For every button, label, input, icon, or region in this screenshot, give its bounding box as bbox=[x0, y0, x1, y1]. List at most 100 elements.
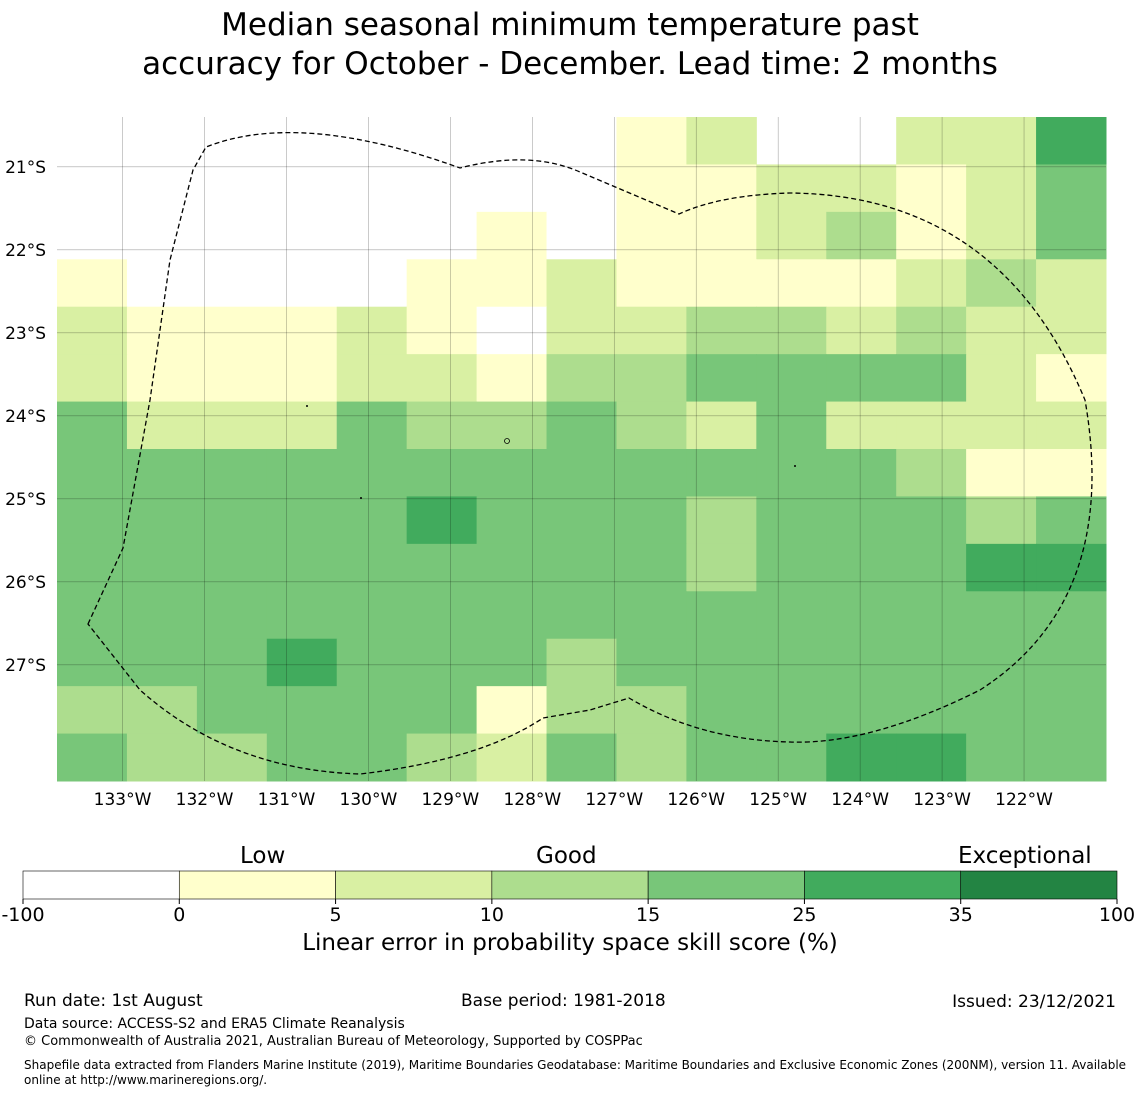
grid-cell bbox=[966, 591, 1037, 640]
issued-date: Issued: 23/12/2021 bbox=[952, 992, 1116, 1012]
grid-cell bbox=[57, 211, 128, 260]
grid-cell bbox=[476, 449, 548, 497]
grid-cell bbox=[126, 591, 198, 640]
grid-cell bbox=[1036, 164, 1107, 213]
grid-cell bbox=[616, 496, 687, 545]
grid-cell bbox=[896, 354, 967, 403]
grid-cell bbox=[406, 306, 478, 355]
grid-cell bbox=[546, 686, 617, 735]
grid-cell bbox=[336, 354, 408, 403]
grid-cell bbox=[686, 733, 757, 782]
grid-cell bbox=[196, 401, 268, 450]
grid-cell bbox=[686, 354, 757, 403]
grid-cell bbox=[266, 449, 338, 497]
grid-cell bbox=[896, 496, 967, 545]
grid-cell bbox=[896, 686, 967, 735]
latitude-label: 22°S bbox=[5, 241, 46, 261]
grid-cell bbox=[826, 638, 897, 687]
grid-cell bbox=[826, 543, 897, 592]
colorbar-segment bbox=[647, 870, 805, 900]
grid-cell bbox=[196, 211, 268, 260]
grid-cell bbox=[476, 591, 548, 640]
grid-cell bbox=[1036, 686, 1107, 735]
longitude-label: 125°W bbox=[749, 790, 807, 810]
skill-score-grid bbox=[57, 117, 1107, 782]
grid-cell bbox=[126, 117, 198, 165]
grid-cell bbox=[966, 117, 1037, 165]
longitude-label: 124°W bbox=[831, 790, 889, 810]
grid-cell bbox=[686, 117, 757, 165]
eez-boundary bbox=[87, 131, 1093, 775]
grid-cell bbox=[896, 638, 967, 687]
grid-cell bbox=[336, 306, 408, 355]
grid-cell bbox=[826, 164, 897, 213]
data-source: Data source: ACCESS-S2 and ERA5 Climate … bbox=[24, 1016, 405, 1032]
grid-cell bbox=[126, 259, 198, 308]
grid-cell bbox=[406, 449, 478, 497]
grid-cell bbox=[756, 638, 827, 687]
colorbar-tick-label: -100 bbox=[1, 904, 44, 926]
grid-cell bbox=[546, 164, 617, 213]
grid-cell bbox=[896, 306, 967, 355]
grid-cell bbox=[57, 117, 128, 165]
colorbar-ticks: -100 0 5 10 15 25 35 100 bbox=[1, 899, 1135, 926]
grid-cell bbox=[406, 496, 478, 545]
grid-cell bbox=[966, 686, 1037, 735]
grid-cell bbox=[57, 638, 128, 687]
grid-cell bbox=[966, 164, 1037, 213]
grid-cell bbox=[756, 543, 827, 592]
grid-cell bbox=[1036, 496, 1107, 545]
grid-cell bbox=[196, 543, 268, 592]
longitude-label: 131°W bbox=[258, 790, 316, 810]
colorbar-tick-label: 35 bbox=[949, 904, 973, 926]
grid-cell bbox=[896, 733, 967, 782]
grid-cell bbox=[616, 117, 687, 165]
grid-cell bbox=[1036, 401, 1107, 450]
grid-cell bbox=[336, 259, 408, 308]
grid-cell bbox=[896, 591, 967, 640]
grid-cell bbox=[616, 733, 687, 782]
grid-cell bbox=[756, 496, 827, 545]
grid-cell bbox=[336, 449, 408, 497]
grid-cell bbox=[476, 211, 548, 260]
grid-cell bbox=[406, 401, 478, 450]
island-marker bbox=[504, 438, 510, 444]
island-marker bbox=[306, 405, 308, 407]
grid-cell bbox=[966, 638, 1037, 687]
grid-cell bbox=[616, 164, 687, 213]
grid-cell bbox=[966, 259, 1037, 308]
grid-cell bbox=[1036, 354, 1107, 403]
grid-cell bbox=[406, 259, 478, 308]
grid-cell bbox=[57, 449, 128, 497]
grid-cell bbox=[57, 686, 128, 735]
colorbar-tick-label: 5 bbox=[330, 904, 342, 926]
grid-cell bbox=[196, 591, 268, 640]
grid-cell bbox=[686, 164, 757, 213]
colorbar-category-low: Low bbox=[240, 843, 286, 869]
grid-cell bbox=[1036, 733, 1107, 782]
grid-cell bbox=[686, 449, 757, 497]
grid-cell bbox=[266, 306, 338, 355]
grid-cell bbox=[406, 591, 478, 640]
grid-cell bbox=[686, 306, 757, 355]
grid-cell bbox=[896, 449, 967, 497]
grid-cell bbox=[126, 496, 198, 545]
grid-cell bbox=[756, 259, 827, 308]
grid-cell bbox=[686, 496, 757, 545]
grid-cell bbox=[476, 496, 548, 545]
longitude-label: 126°W bbox=[667, 790, 725, 810]
longitude-labels: 133°W 132°W 131°W 130°W 129°W 128°W 127°W 126°W… bbox=[94, 790, 1053, 810]
grid-cell bbox=[966, 354, 1037, 403]
grid-cell bbox=[336, 401, 408, 450]
grid-cell bbox=[1036, 591, 1107, 640]
longitude-label: 123°W bbox=[913, 790, 971, 810]
grid-cell bbox=[266, 686, 338, 735]
grid-cell bbox=[826, 496, 897, 545]
grid-cell bbox=[686, 638, 757, 687]
colorbar-tick-label: 25 bbox=[792, 904, 816, 926]
grid-cell bbox=[476, 686, 548, 735]
grid-cell bbox=[57, 401, 128, 450]
grid-cell bbox=[336, 117, 408, 165]
colorbar-segment bbox=[804, 870, 962, 900]
grid-cell bbox=[336, 164, 408, 213]
